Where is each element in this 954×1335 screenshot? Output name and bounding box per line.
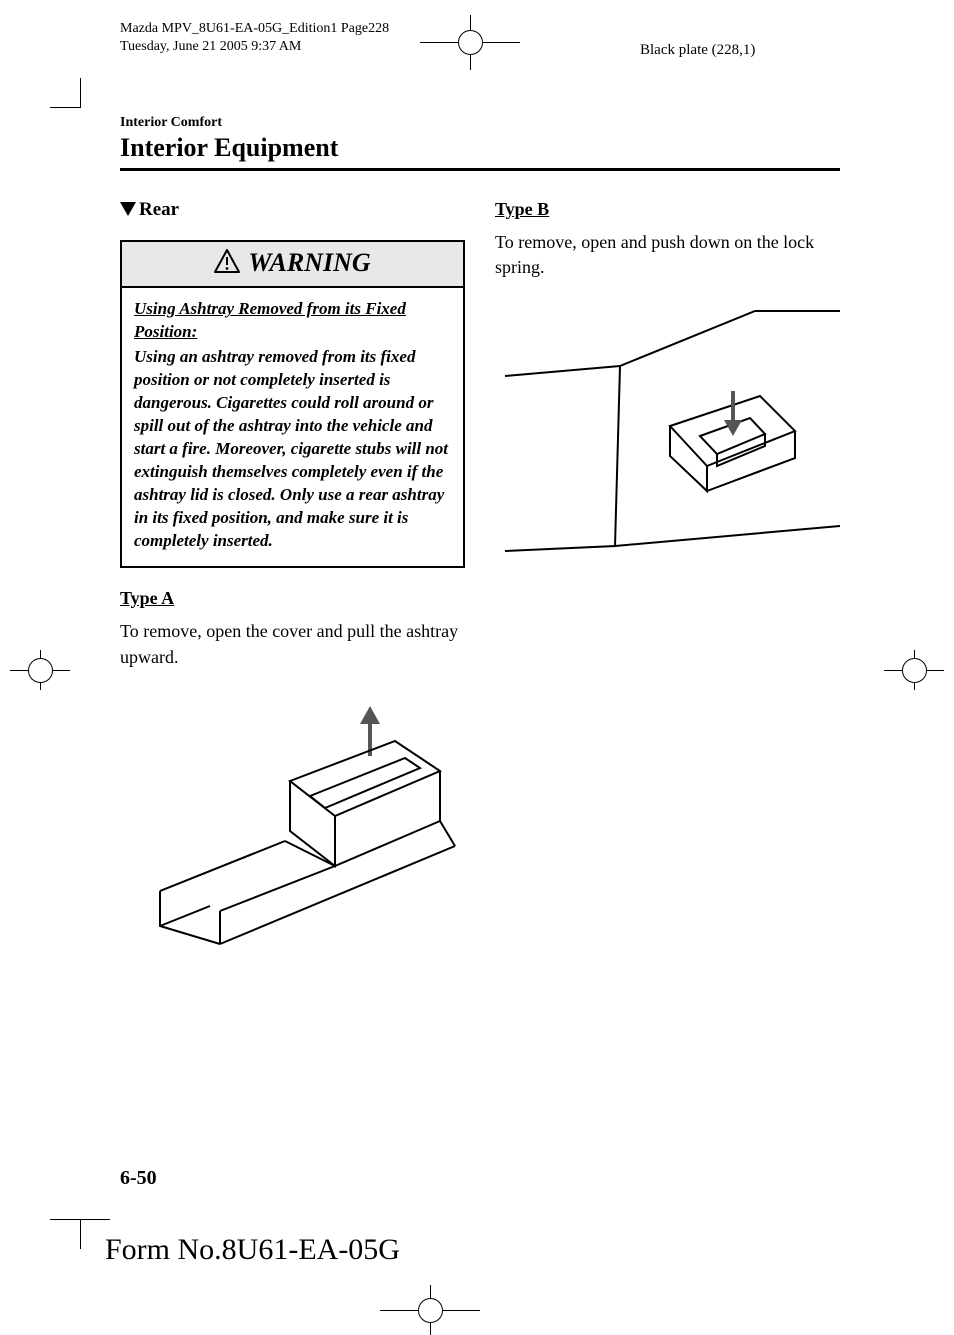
type-b-label: Type B (495, 199, 840, 220)
crop-mark-bottom-left (50, 1219, 110, 1220)
page-number: 6-50 (120, 1167, 157, 1190)
plate-info: Black plate (228,1) (640, 42, 755, 59)
right-column: Type B To remove, open and push down on … (495, 199, 840, 946)
warning-label: WARNING (248, 248, 370, 277)
meta-line1: Mazda MPV_8U61-EA-05G_Edition1 Page228 (120, 20, 389, 38)
type-a-illustration (120, 686, 465, 946)
rear-label: Rear (139, 199, 179, 220)
meta-line2: Tuesday, June 21 2005 9:37 AM (120, 38, 389, 56)
section-header: Interior Comfort Interior Equipment (120, 115, 840, 171)
type-a-label: Type A (120, 588, 465, 609)
section-title: Interior Equipment (120, 133, 840, 163)
warning-box: WARNING Using Ashtray Removed from its F… (120, 240, 465, 569)
type-b-illustration (495, 296, 840, 576)
warning-triangle-icon (214, 249, 240, 280)
document-meta: Mazda MPV_8U61-EA-05G_Edition1 Page228 T… (120, 20, 389, 56)
chapter-label: Interior Comfort (120, 115, 840, 131)
registration-mark-right (884, 640, 944, 700)
page-content: Interior Comfort Interior Equipment Rear (120, 115, 840, 946)
type-b-text: To remove, open and push down on the loc… (495, 230, 840, 280)
rear-subhead: Rear (120, 199, 465, 222)
two-column-layout: Rear WARNING Using Ashtray Removed from … (120, 199, 840, 946)
triangle-down-icon (120, 200, 136, 222)
form-number: Form No.8U61-EA-05G (105, 1233, 400, 1267)
warning-header: WARNING (122, 242, 463, 289)
crop-mark-top-left (80, 78, 110, 108)
type-a-text: To remove, open the cover and pull the a… (120, 619, 465, 669)
warning-body: Using Ashtray Removed from its Fixed Pos… (122, 288, 463, 566)
warning-title: Using Ashtray Removed from its Fixed Pos… (134, 298, 451, 344)
registration-mark-left (10, 640, 70, 700)
warning-text: Using an ashtray removed from its fixed … (134, 346, 451, 552)
left-column: Rear WARNING Using Ashtray Removed from … (120, 199, 465, 946)
